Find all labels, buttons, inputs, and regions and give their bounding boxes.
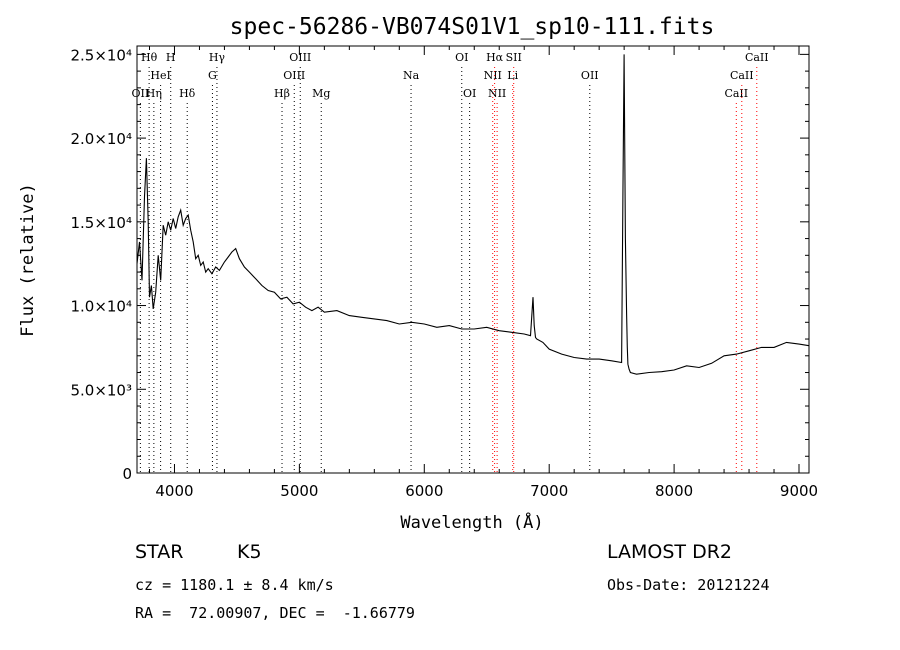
emission-line-markers: OII Hθ Hη HeI H Hδ G Hγ Hβ OIII OIII Mg Na OI OI NII Hα N… [132,51,769,473]
y-tick-label: 5.0×10³ [70,381,132,399]
x-tick-label: 7000 [530,482,568,500]
line-marker-label: Li [507,69,518,82]
axis-ticks: 4000 5000 6000 7000 8000 9000 0 5.0×10³ 1.0×10⁴ 1… [70,46,818,500]
line-marker-label: HeI [150,69,170,82]
line-marker-label: Na [403,69,420,82]
x-tick-label: 9000 [780,482,818,500]
line-marker-label: Hδ [179,87,196,100]
line-marker-label: Hα [486,51,504,64]
plot-frame [136,45,810,474]
line-marker-label: H [166,51,176,64]
y-tick-label: 1.0×10⁴ [70,298,132,316]
line-marker-label: OII [581,69,599,82]
line-marker-label: Hβ [274,87,290,100]
line-marker-label: OIII [283,69,305,82]
line-marker-label: Hγ [209,51,226,64]
line-marker-label: CaII [724,87,748,100]
chart-title: spec-56286-VB074S01V1_sp10-111.fits [230,14,715,40]
x-tick-label: 8000 [655,482,693,500]
line-marker-label: OIII [289,51,311,64]
y-axis-label: Flux (relative) [18,183,38,337]
x-tick-label: 4000 [155,482,193,500]
survey-name: LAMOST DR2 [607,541,732,563]
y-tick-label: 2.0×10⁴ [70,130,132,148]
line-marker-label: OI [455,51,468,64]
y-tick-label: 2.5×10⁴ [70,46,132,64]
coordinates: RA = 72.00907, DEC = -1.66779 [135,604,415,622]
x-tick-label: 5000 [280,482,318,500]
line-marker-label: Hη [146,87,162,100]
redshift-info: cz = 1180.1 ± 8.4 km/s [135,576,334,594]
line-marker-label: G [208,69,217,82]
x-tick-label: 6000 [405,482,443,500]
line-marker-label: SII [506,51,522,64]
y-tick-label: 0 [122,465,132,483]
object-class: STAR [135,541,184,563]
line-marker-label: Mg [312,87,330,100]
line-marker-label: NII [488,87,506,100]
line-marker-label: OI [463,87,476,100]
object-subclass: K5 [237,541,262,563]
line-marker-label: CaII [730,69,754,82]
line-marker-label: CaII [745,51,769,64]
line-marker-label: Hθ [141,51,158,64]
x-axis-label: Wavelength (Å) [400,511,543,533]
line-marker-label: NII [484,69,502,82]
line-marker-label: OII [132,87,150,100]
y-tick-label: 1.5×10⁴ [70,214,132,232]
obs-date: Obs-Date: 20121224 [607,576,770,594]
spectrum-line [136,54,810,375]
